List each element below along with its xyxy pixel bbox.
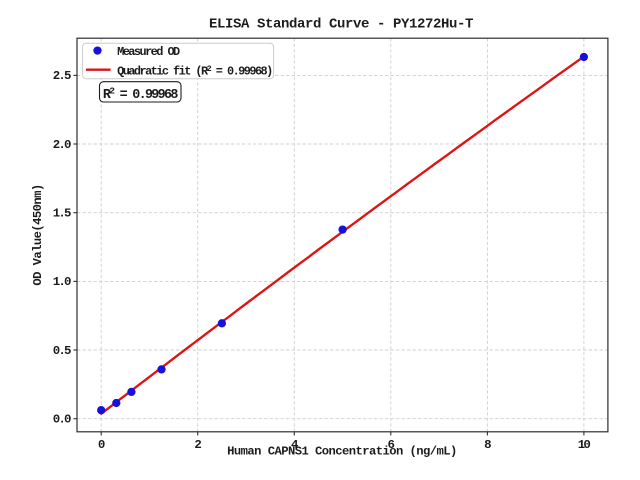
svg-text:0.5: 0.5: [53, 344, 71, 358]
svg-text:R2 = 0.99968: R2 = 0.99968: [103, 86, 178, 103]
svg-text:4: 4: [291, 438, 299, 452]
svg-text:10: 10: [578, 438, 591, 452]
svg-text:8: 8: [484, 438, 491, 452]
svg-text:Quadratic fit (R2 = 0.99968): Quadratic fit (R2 = 0.99968): [117, 64, 272, 79]
svg-text:1.5: 1.5: [53, 207, 71, 221]
svg-text:Human CAPNS1 Concentration (ng: Human CAPNS1 Concentration (ng/mL): [227, 445, 457, 459]
svg-text:0: 0: [98, 438, 105, 452]
svg-text:6: 6: [387, 438, 394, 452]
svg-text:OD Value(450nm): OD Value(450nm): [31, 184, 45, 285]
svg-text:2.5: 2.5: [53, 69, 71, 83]
svg-text:2.0: 2.0: [53, 138, 71, 152]
svg-text:2: 2: [194, 438, 201, 452]
svg-text:Measured OD: Measured OD: [117, 45, 180, 59]
svg-text:ELISA Standard Curve - PY1272H: ELISA Standard Curve - PY1272Hu-T: [209, 17, 473, 33]
svg-text:0.0: 0.0: [53, 413, 71, 427]
svg-text:1.0: 1.0: [53, 275, 71, 289]
